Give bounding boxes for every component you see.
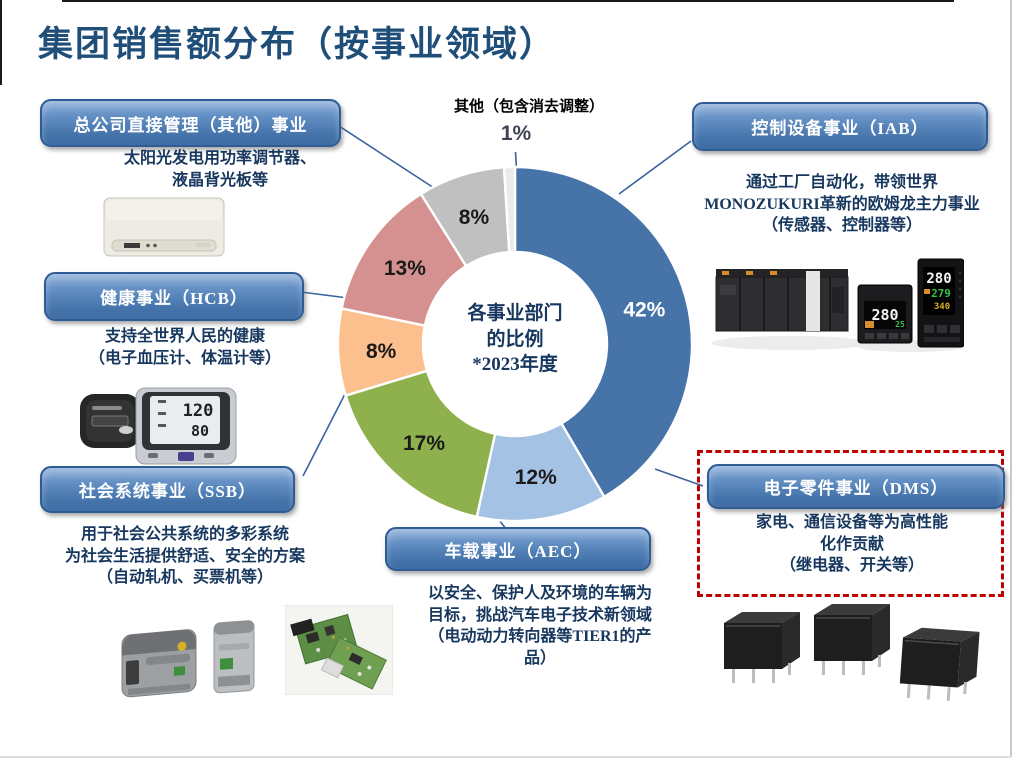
svg-text:25: 25 xyxy=(895,320,905,329)
blood-pressure-monitor-image: 120 80 xyxy=(80,387,237,465)
donut-slice-label-2: 17% xyxy=(403,432,445,455)
business-box-dms: 电子零件事业（DMS） xyxy=(707,464,1005,509)
donut-slice-0 xyxy=(513,165,694,499)
description-dms: 家电、通信设备等为高性能 化作贡献 （继电器、开关等） xyxy=(755,514,948,575)
business-box-ssb: 社会系统事业（SSB） xyxy=(40,466,295,513)
svg-text:280: 280 xyxy=(871,306,898,324)
svg-text:120: 120 xyxy=(183,401,214,421)
slide-right-edge xyxy=(1010,0,1012,758)
slide-top-edge xyxy=(62,0,954,2)
other-segment-callout-label: 其他（包含消去调整） xyxy=(453,99,604,115)
svg-text:80: 80 xyxy=(191,422,209,440)
relays-image xyxy=(724,604,980,701)
description-ssb: 用于社会公共系统的多彩系统 为社会生活提供舒适、安全的方案 （自动轧机、买票机等… xyxy=(64,526,305,587)
description-hcb: 支持全世界人民的健康 （电子血压计、体温计等） xyxy=(88,328,281,367)
donut-center-label: 各事业部门 的比例 *2023年度 xyxy=(467,303,563,376)
automotive-circuit-boards-image xyxy=(285,605,393,695)
business-box-hq: 总公司直接管理（其他）事业 xyxy=(40,99,341,147)
donut-slice-label-5: 8% xyxy=(459,206,490,229)
donut-slice-6 xyxy=(502,165,517,254)
business-box-iab-label: 控制设备事业（IAB） xyxy=(751,119,929,138)
donut-slice-label-3: 8% xyxy=(366,340,397,363)
description-iab: 通过工厂自动化，带领世界 MONOZUKURI革新的欧姆龙主力事业 （传感器、控… xyxy=(704,174,980,235)
slide-bottom-edge xyxy=(0,756,1012,758)
business-box-hcb: 健康事业（HCB） xyxy=(44,272,304,321)
plc-and-temperature-controllers-image: 280 25 280 279 340 xyxy=(711,258,964,352)
donut-slice-label-4: 13% xyxy=(384,257,426,280)
business-box-dms-label: 电子零件事业（DMS） xyxy=(763,479,949,498)
business-box-aec: 车载事业（AEC） xyxy=(385,527,651,571)
dms-highlight-box xyxy=(697,450,1004,597)
svg-text:280: 280 xyxy=(926,271,951,287)
svg-text:340: 340 xyxy=(934,302,950,312)
svg-text:279: 279 xyxy=(931,287,951,300)
business-box-hq-label: 总公司直接管理（其他）事业 xyxy=(73,115,308,135)
ticket-gate-machines-image xyxy=(121,620,255,698)
slide-left-edge xyxy=(0,0,2,85)
page-title: 集团销售额分布（按事业领域） xyxy=(38,24,557,65)
business-box-ssb-label: 社会系统事业（SSB） xyxy=(78,482,257,501)
other-segment-callout-value: 1% xyxy=(500,122,532,145)
description-hq: 太阳光发电用功率调节器、 液晶背光板等 xyxy=(123,150,316,189)
business-box-iab: 控制设备事业（IAB） xyxy=(692,102,988,151)
description-aec: 以安全、保护人及环境的车辆为 目标，挑战汽车电子技术新领域 （电动动力转向器等T… xyxy=(427,585,652,667)
business-box-aec-label: 车载事业（AEC） xyxy=(444,541,592,561)
donut-chart: 42% 12% 17% 8% 13% 8% xyxy=(330,159,700,529)
solar-power-conditioner-image xyxy=(103,197,225,257)
donut-slice-label-0: 42% xyxy=(623,299,665,322)
donut-slice-label-1: 12% xyxy=(515,466,557,489)
business-box-hcb-label: 健康事业（HCB） xyxy=(100,289,248,308)
